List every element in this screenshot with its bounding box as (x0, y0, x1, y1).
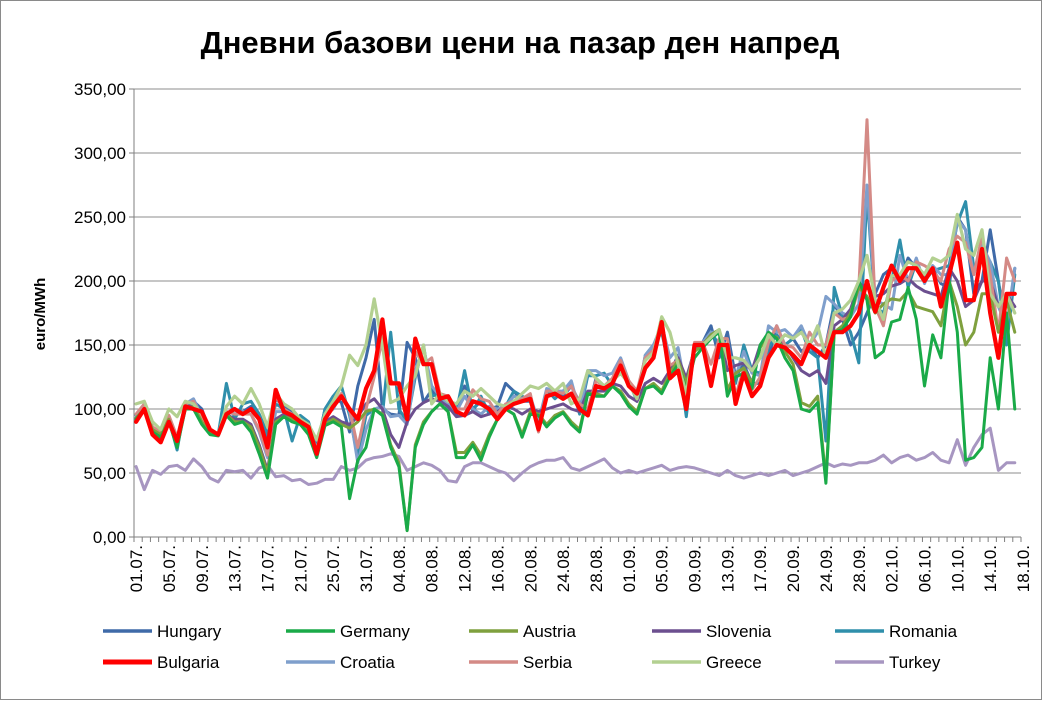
x-tick-label: 20.08. (521, 545, 540, 592)
legend-label: Croatia (340, 653, 395, 672)
x-tick-label: 09.07. (193, 545, 212, 592)
legend-item-turkey: Turkey (835, 653, 941, 672)
x-tick-label: 01.07. (127, 545, 146, 592)
legend-label: Germany (340, 622, 410, 641)
legend-label: Greece (706, 653, 762, 672)
legend-item-serbia: Serbia (469, 653, 573, 672)
x-tick-label: 25.07. (324, 545, 343, 592)
y-tick-label: 300,00 (74, 144, 126, 163)
legend-item-austria: Austria (469, 622, 576, 641)
plot-area: 0,00 50,00 100,00 150,00 200,00 250,00 300,00 3… (74, 80, 1033, 592)
legend-item-germany: Germany (286, 622, 410, 641)
legend-item-greece: Greece (652, 653, 762, 672)
legend-item-croatia: Croatia (286, 653, 395, 672)
x-tick-label: 09.09. (686, 545, 705, 592)
y-tick-label: 150,00 (74, 336, 126, 355)
series-line-germany (134, 279, 1017, 533)
chart-title: Дневни базови цени на пазар ден напред (201, 25, 840, 60)
x-tick-label: 21.07. (291, 545, 310, 592)
x-tick-label: 24.08. (554, 545, 573, 592)
x-tick-label: 12.08. (456, 545, 475, 592)
x-tick-label: 31.07. (357, 545, 376, 592)
x-tick-label: 14.10. (981, 545, 1000, 592)
x-tick-label: 02.10. (883, 545, 902, 592)
y-tick-label: 50,00 (83, 464, 126, 483)
x-tick-label: 20.09. (784, 545, 803, 592)
x-tick-label: 08.08. (423, 545, 442, 592)
x-tick-label: 06.10. (915, 545, 934, 592)
legend-label: Hungary (157, 622, 222, 641)
y-tick-label: 250,00 (74, 208, 126, 227)
x-tick-label: 17.07. (258, 545, 277, 592)
x-tick-label: 05.09. (653, 545, 672, 592)
series-line-bulgaria (134, 240, 1017, 456)
x-tick-label: 28.09. (850, 545, 869, 592)
legend-label: Turkey (889, 653, 941, 672)
legend-label: Slovenia (706, 622, 772, 641)
x-tick-label: 10.10. (948, 545, 967, 592)
x-tick-label: 13.09. (718, 545, 737, 592)
legend-label: Serbia (523, 653, 573, 672)
x-tick-label: 05.07. (160, 545, 179, 592)
y-axis-label: euro/MWh (32, 278, 49, 351)
legend-item-hungary: Hungary (103, 622, 222, 641)
legend-label: Romania (889, 622, 958, 641)
legend-item-bulgaria: Bulgaria (103, 653, 220, 672)
legend-label: Austria (523, 622, 576, 641)
y-tick-label: 100,00 (74, 400, 126, 419)
x-tick-label: 18.10. (1014, 545, 1033, 592)
legend-item-romania: Romania (835, 622, 958, 641)
x-tick-label: 17.09. (751, 545, 770, 592)
legend-label: Bulgaria (157, 653, 220, 672)
y-tick-label: 350,00 (74, 80, 126, 99)
x-tick-label: 04.08. (390, 545, 409, 592)
x-tick-label: 28.08. (587, 545, 606, 592)
x-tick-label: 24.09. (817, 545, 836, 592)
series-line-hungary (134, 215, 1017, 449)
x-tick-label: 01.09. (620, 545, 639, 592)
series-line-turkey (134, 426, 1017, 492)
x-tick-label: 16.08. (488, 545, 507, 592)
y-tick-label: 0,00 (93, 528, 126, 547)
y-tick-label: 200,00 (74, 272, 126, 291)
legend: Hungary Germany Austria Slovenia Romania Bulg… (103, 622, 958, 672)
legend-item-slovenia: Slovenia (652, 622, 772, 641)
x-tick-label: 13.07. (226, 545, 245, 592)
